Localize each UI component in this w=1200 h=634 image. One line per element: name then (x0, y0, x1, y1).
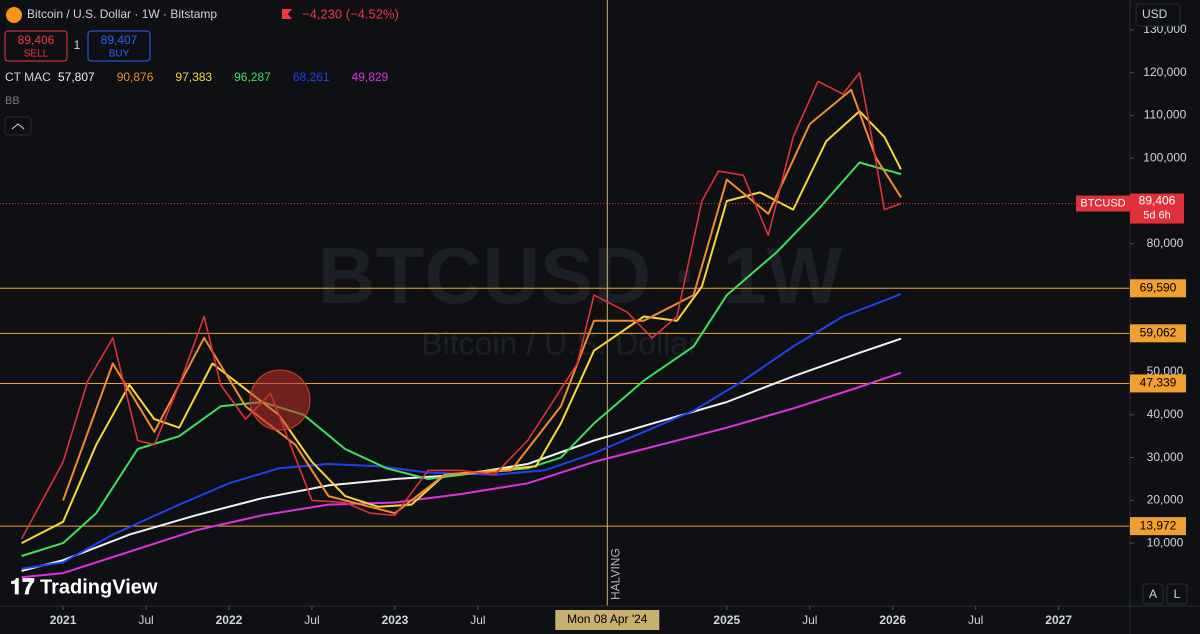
y-tick-label: 120,000 (1143, 65, 1187, 79)
legend-value: 90,876 (117, 70, 154, 84)
x-tick-label: 2022 (216, 613, 243, 627)
level-label: 13,972 (1140, 518, 1177, 532)
watermark-name: Bitcoin / U.S. Dollar (421, 325, 699, 361)
sell-price: 89,406 (18, 33, 55, 47)
buy-label: BUY (109, 49, 130, 60)
y-tick-label: 100,000 (1143, 150, 1187, 164)
indicator-bb: BB (5, 95, 20, 107)
x-tick-label: 2023 (382, 613, 409, 627)
y-tick-label: 30,000 (1147, 450, 1184, 464)
y-tick-label: 10,000 (1147, 535, 1184, 549)
sell-label: SELL (24, 49, 49, 60)
sell-button[interactable] (4, 30, 68, 62)
symbol-title: Bitcoin / U.S. Dollar · 1W · Bitstamp (27, 7, 217, 21)
level-badge (1130, 374, 1186, 393)
level-badge (1130, 279, 1186, 298)
currency-button[interactable] (1135, 3, 1181, 27)
auto-button[interactable] (1142, 583, 1164, 605)
brand: TradingView (40, 576, 158, 598)
x-tick-label: 2026 (879, 613, 906, 627)
y-tick-label: 20,000 (1147, 493, 1184, 507)
watermark-symbol: BTCUSD · 1W (318, 231, 843, 320)
log-button[interactable] (1166, 583, 1188, 605)
level-label: 59,062 (1140, 325, 1177, 339)
x-tick-label: Jul (138, 613, 153, 627)
legend-value: 97,383 (175, 70, 212, 84)
x-tick-label: Jul (470, 613, 485, 627)
coin-icon (6, 7, 22, 23)
flag-icon (282, 9, 292, 19)
moving-average (21, 161, 902, 557)
level-badge (1130, 517, 1186, 536)
legend-value: 57,807 (58, 70, 95, 84)
currency: USD (1142, 7, 1168, 21)
level-label: 47,339 (1140, 376, 1177, 390)
y-tick-label: 80,000 (1147, 236, 1184, 250)
legend-value: 96,287 (234, 70, 271, 84)
y-tick-label: 110,000 (1144, 108, 1187, 122)
level-label: 69,590 (1140, 280, 1177, 294)
brand-logo-mark: 𝟏𝟕 (10, 574, 35, 599)
chevron-icon (11, 123, 25, 130)
x-tick-label: 2027 (1045, 613, 1072, 627)
buy-button[interactable] (87, 30, 151, 62)
x-tick-label: Jul (802, 613, 817, 627)
symbol-badge (1076, 195, 1130, 212)
moving-average (21, 371, 902, 579)
date-badge-label: Mon 08 Apr '24 (567, 612, 648, 626)
y-tick-label: 40,000 (1147, 407, 1184, 421)
quantity: 1 (74, 38, 81, 52)
price-badge (1130, 193, 1184, 224)
legend-value: 49,829 (352, 70, 389, 84)
price-line (20, 71, 902, 540)
x-tick-label: Jul (304, 613, 319, 627)
symbol-badge-label: BTCUSD (1080, 197, 1125, 209)
date-badge (555, 610, 660, 630)
x-tick-label: 2025 (713, 613, 740, 627)
x-tick-label: 2021 (50, 613, 77, 627)
moving-average (62, 88, 902, 515)
auto-label: A (1149, 587, 1157, 601)
collapse-button[interactable] (4, 116, 32, 136)
level-badge (1130, 324, 1186, 343)
price-badge-label: 89,406 (1139, 194, 1176, 208)
highlight-circle (249, 369, 311, 431)
log-label: L (1174, 587, 1181, 601)
x-tick-label: Jul (968, 613, 983, 627)
countdown: 5d 6h (1143, 209, 1171, 221)
halving-label: HALVING (608, 548, 622, 600)
legend-value: 68,261 (293, 70, 330, 84)
indicator-name: CT MAC (5, 70, 51, 84)
price-change: −4,230 (−4.52%) (302, 6, 399, 21)
buy-price: 89,407 (101, 33, 138, 47)
